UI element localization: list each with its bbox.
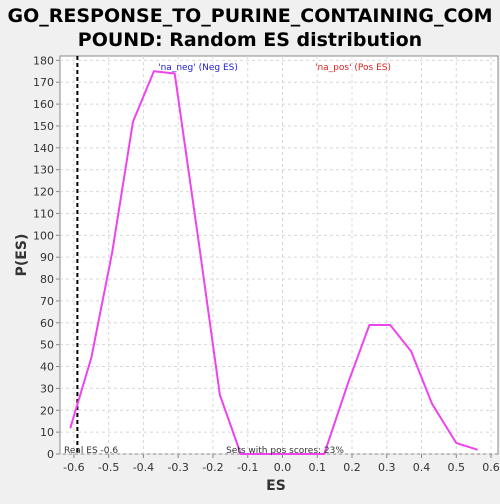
data-point — [368, 324, 371, 326]
x-tick-label: -0.5 — [98, 461, 119, 474]
y-tick-label: 160 — [33, 98, 54, 111]
data-point — [347, 381, 350, 383]
data-point — [90, 356, 93, 359]
x-tick-label: -0.3 — [167, 461, 188, 474]
y-tick-label: 120 — [33, 186, 54, 199]
y-tick-label: 60 — [40, 317, 54, 330]
data-point — [173, 72, 176, 75]
data-point — [260, 453, 263, 455]
x-tick-label: 0.6 — [482, 461, 500, 474]
y-tick-label: 20 — [40, 404, 54, 417]
annotations: 'na_neg' (Neg ES) 'na_pos' (Pos ES) Real… — [64, 63, 391, 456]
x-tick-label: 0.1 — [308, 461, 326, 474]
neg-es-label: 'na_neg' (Neg ES) — [158, 63, 238, 73]
pos-es-label: 'na_pos' (Pos ES) — [315, 63, 391, 73]
x-tick-label: 0.0 — [274, 461, 292, 474]
y-tick-label: 100 — [33, 229, 54, 242]
y-tick-label: 70 — [40, 295, 54, 308]
x-tick-label: -0.1 — [237, 461, 258, 474]
data-point — [323, 453, 325, 455]
data-point — [111, 252, 113, 254]
y-tick-label: 40 — [40, 361, 54, 374]
y-tick-label: 10 — [40, 426, 54, 439]
y-tick-label: 80 — [40, 273, 54, 286]
series-layer — [69, 56, 478, 455]
data-point — [132, 120, 134, 123]
real-es-text: Real ES -0.6 — [64, 446, 118, 456]
data-point — [455, 442, 458, 444]
y-axis-title: P(ES) — [14, 234, 30, 277]
x-tick-label: -0.6 — [63, 461, 84, 474]
data-point — [302, 453, 305, 455]
x-tick-label: 0.3 — [378, 461, 396, 474]
x-tick-label: 0.4 — [413, 461, 431, 474]
y-tick-label: 180 — [33, 54, 54, 67]
y-tick-label: 150 — [33, 120, 54, 133]
y-tick-label: 140 — [33, 142, 54, 155]
x-tick-label: 0.2 — [343, 461, 361, 474]
x-axis-title: ES — [266, 478, 286, 494]
data-point — [239, 453, 242, 455]
data-point — [69, 426, 72, 429]
data-point — [198, 243, 200, 245]
data-point — [431, 402, 433, 405]
series-line — [69, 70, 478, 455]
data-point — [476, 448, 478, 451]
x-tick-label: -0.4 — [133, 461, 154, 474]
y-tick-label: 130 — [33, 164, 54, 177]
chart-title-line-1: GO_RESPONSE_TO_PURINE_CONTAINING_COM — [8, 5, 493, 27]
y-tick-label: 90 — [40, 251, 54, 264]
data-point — [153, 70, 155, 73]
plot-area — [59, 55, 499, 455]
data-point — [410, 350, 412, 353]
axes: 0 10 20 30 40 50 60 70 80 90 100 110 120 130 140 150 160… — [33, 54, 500, 474]
data-point — [389, 324, 392, 326]
y-tick-label: 50 — [40, 339, 54, 352]
pos-scores-text: Sets with pos scores: 23% — [226, 446, 344, 456]
y-tick-label: 170 — [33, 76, 54, 89]
data-point — [219, 394, 221, 396]
data-point — [281, 453, 284, 455]
y-tick-label: 0 — [47, 448, 54, 461]
x-tick-label: -0.2 — [202, 461, 223, 474]
y-tick-label: 30 — [40, 382, 54, 395]
chart-title-line-2: POUND: Random ES distribution — [78, 29, 422, 51]
x-tick-label: 0.5 — [448, 461, 466, 474]
y-tick-label: 110 — [33, 207, 54, 220]
